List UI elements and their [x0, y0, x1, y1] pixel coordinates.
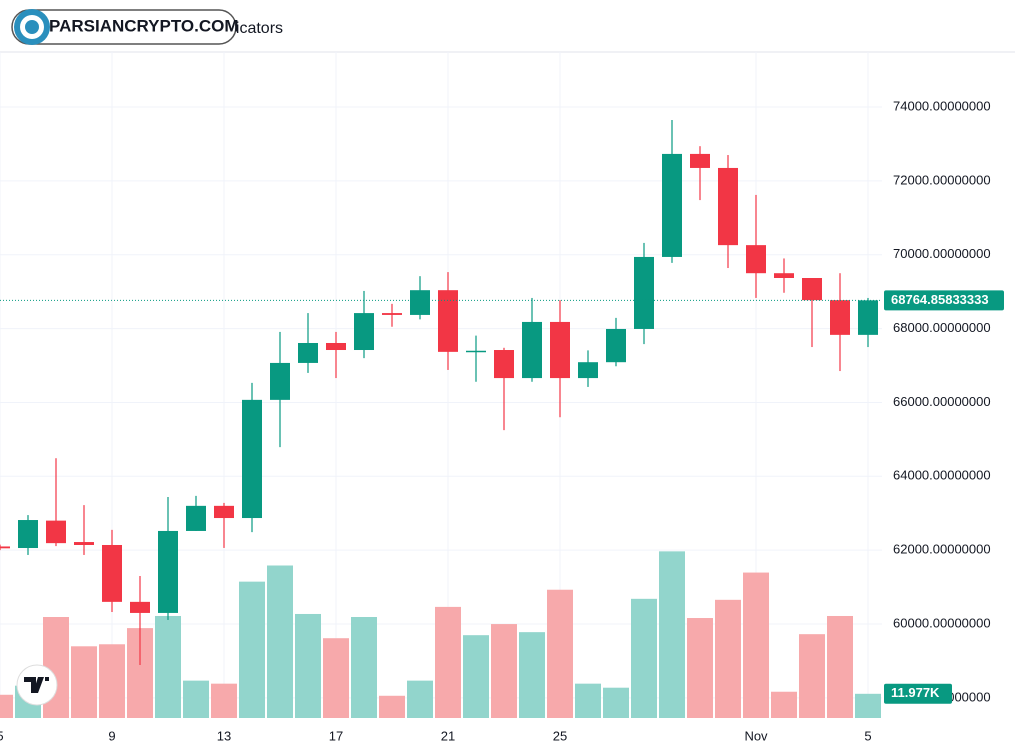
- candle-body: [438, 290, 458, 352]
- logo-text: PARSIANCRYPTO.COM: [49, 16, 239, 35]
- y-tick-label: 68000.00000000: [893, 320, 991, 335]
- y-tick-label: 64000.00000000: [893, 468, 991, 483]
- candle-body: [718, 167, 738, 246]
- x-tick-label: 5: [0, 728, 4, 743]
- x-tick-label: 9: [108, 728, 115, 743]
- x-tick-label: 5: [864, 728, 871, 743]
- volume-bar: [547, 589, 573, 718]
- logo: PARSIANCRYPTO.COM: [11, 9, 239, 45]
- volume-bar: [631, 598, 657, 718]
- candle-body: [214, 505, 234, 519]
- candle-body: [326, 342, 346, 351]
- volume-bar: [827, 615, 853, 718]
- candle-body: [690, 153, 710, 168]
- candle-body: [410, 290, 430, 315]
- x-tick-label: Nov: [744, 728, 768, 743]
- candle-body: [578, 362, 598, 379]
- candle-body: [662, 153, 682, 257]
- volume-bar: [463, 635, 489, 718]
- last-volume-label: 11.977K: [891, 685, 940, 700]
- volume-bar: [351, 617, 377, 718]
- candle-body: [130, 601, 150, 613]
- volume-bar: [687, 618, 713, 718]
- candle-body: [242, 399, 262, 519]
- last-price-label: 68764.85833333: [891, 292, 989, 307]
- volume-bar: [155, 615, 181, 718]
- candle-body: [858, 300, 878, 335]
- candle-body: [0, 546, 10, 549]
- volume-bar: [771, 691, 797, 718]
- y-tick-label: 66000.00000000: [893, 394, 991, 409]
- volume-bar: [183, 680, 209, 718]
- candle-body: [186, 505, 206, 531]
- x-tick-label: 21: [441, 728, 455, 743]
- volume-bar: [715, 599, 741, 718]
- candle-body: [466, 350, 486, 353]
- candle-body: [634, 256, 654, 329]
- candle-body: [18, 520, 38, 549]
- candle-body: [830, 300, 850, 335]
- volume-bar: [0, 694, 13, 718]
- volume-bar: [575, 683, 601, 718]
- volume-bar: [799, 634, 825, 718]
- volume-bar: [99, 644, 125, 718]
- volume-bar: [855, 693, 881, 718]
- last-price-tag: [884, 290, 1004, 311]
- volume-bar: [295, 613, 321, 718]
- candle-body: [746, 245, 766, 274]
- volume-bar: [435, 606, 461, 718]
- indicators-button[interactable]: dicators: [227, 20, 283, 37]
- candle-body: [522, 321, 542, 379]
- volume-bar: [323, 638, 349, 718]
- y-tick-label: 70000.00000000: [893, 246, 991, 261]
- candle-body: [354, 313, 374, 351]
- candle-body: [774, 273, 794, 279]
- candle-body: [46, 520, 66, 544]
- volume-bar: [519, 632, 545, 718]
- candle-body: [270, 362, 290, 400]
- x-tick-label: 13: [217, 728, 231, 743]
- x-tick-label: 17: [329, 728, 343, 743]
- volume-bar: [379, 695, 405, 718]
- volume-bar: [491, 624, 517, 718]
- candle-body: [382, 313, 402, 315]
- x-tick-label: 25: [553, 728, 567, 743]
- volume-bar: [267, 565, 293, 718]
- candle-body: [298, 342, 318, 363]
- volume-bar: [407, 680, 433, 718]
- volume-bar: [743, 572, 769, 718]
- y-tick-label: 60000.00000000: [893, 615, 991, 630]
- candle-body: [74, 542, 94, 545]
- volume-bar: [71, 646, 97, 718]
- volume-bar: [239, 581, 265, 718]
- tradingview-logo: [16, 664, 58, 706]
- candle-body: [102, 544, 122, 602]
- candle-body: [158, 530, 178, 613]
- y-tick-label: 72000.00000000: [893, 172, 991, 187]
- candle-body: [802, 278, 822, 301]
- volume-bar: [659, 551, 685, 718]
- volume-bar: [603, 687, 629, 718]
- candle-body: [494, 350, 514, 379]
- y-tick-label: 62000.00000000: [893, 542, 991, 557]
- candle-body: [606, 328, 626, 363]
- volume-bar: [211, 683, 237, 718]
- y-tick-label: 74000.00000000: [893, 98, 991, 113]
- last-volume-tag: [884, 683, 952, 704]
- candle-body: [550, 321, 570, 379]
